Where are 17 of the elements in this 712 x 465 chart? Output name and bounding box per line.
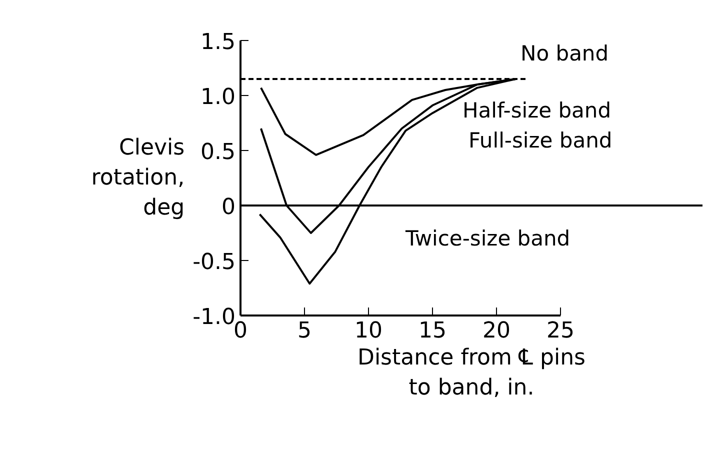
x-tick-label: 15 [418,318,447,344]
annotation: Twice-size band [404,226,570,250]
y-tick-label: 1.5 [200,30,236,55]
x-tick-label: 5 [298,318,312,344]
annotation: Full-size band [468,128,612,152]
y-tick-label: 0.5 [200,140,236,165]
y-tick-label: 0 [222,195,236,220]
y-tick-label: -0.5 [192,250,236,275]
x-tick-label: 20 [482,318,511,344]
y-axis-title: Clevis rotation, deg [91,136,185,220]
y-tick-label: 1.0 [200,85,236,110]
x-tick-label: 25 [546,318,575,344]
x-axis-title: Distance from ℄ pins to band, in. [358,346,586,400]
x-tick-label: 10 [354,318,383,344]
annotation: Half-size band [462,98,612,122]
annotation: No band [520,42,609,66]
y-tick-label: -1.0 [192,305,236,330]
